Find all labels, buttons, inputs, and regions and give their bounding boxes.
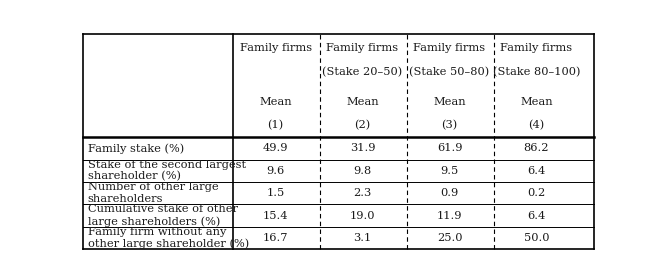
Text: Mean: Mean — [259, 97, 292, 106]
Text: (Stake 20–50): (Stake 20–50) — [323, 67, 403, 78]
Text: Stake of the second largest
shareholder (%): Stake of the second largest shareholder … — [88, 160, 246, 182]
Text: 9.5: 9.5 — [440, 166, 459, 176]
Text: (1): (1) — [267, 120, 284, 130]
Text: 6.4: 6.4 — [527, 166, 546, 176]
Text: 2.3: 2.3 — [353, 188, 372, 198]
Text: Family firms: Family firms — [327, 43, 399, 53]
Text: 6.4: 6.4 — [527, 211, 546, 221]
Text: Family firms: Family firms — [500, 43, 572, 53]
Text: 1.5: 1.5 — [267, 188, 284, 198]
Text: Mean: Mean — [433, 97, 466, 106]
Text: 11.9: 11.9 — [437, 211, 462, 221]
Text: 3.1: 3.1 — [353, 233, 372, 243]
Text: 86.2: 86.2 — [523, 143, 549, 153]
Text: 16.7: 16.7 — [263, 233, 288, 243]
Text: (Stake 50–80): (Stake 50–80) — [409, 67, 490, 78]
Text: 9.6: 9.6 — [267, 166, 284, 176]
Text: (4): (4) — [529, 120, 544, 130]
Text: 49.9: 49.9 — [263, 143, 288, 153]
Text: 61.9: 61.9 — [437, 143, 462, 153]
Text: Family stake (%): Family stake (%) — [88, 143, 184, 154]
Text: Family firm without any
other large shareholder (%): Family firm without any other large shar… — [88, 227, 249, 249]
Text: Mean: Mean — [520, 97, 553, 106]
Text: Mean: Mean — [346, 97, 379, 106]
Text: 31.9: 31.9 — [350, 143, 376, 153]
Text: (2): (2) — [354, 120, 371, 130]
Text: 0.9: 0.9 — [440, 188, 459, 198]
Text: Number of other large
shareholders: Number of other large shareholders — [88, 182, 218, 204]
Text: 19.0: 19.0 — [350, 211, 376, 221]
Text: 15.4: 15.4 — [263, 211, 288, 221]
Text: Family firms: Family firms — [413, 43, 486, 53]
Text: (3): (3) — [442, 120, 457, 130]
Text: Cumulative stake of other
large shareholders (%): Cumulative stake of other large sharehol… — [88, 204, 238, 227]
Text: 50.0: 50.0 — [523, 233, 549, 243]
Text: 0.2: 0.2 — [527, 188, 546, 198]
Text: 25.0: 25.0 — [437, 233, 462, 243]
Text: (Stake 80–100): (Stake 80–100) — [493, 67, 580, 78]
Text: Family firms: Family firms — [240, 43, 312, 53]
Text: 9.8: 9.8 — [353, 166, 372, 176]
